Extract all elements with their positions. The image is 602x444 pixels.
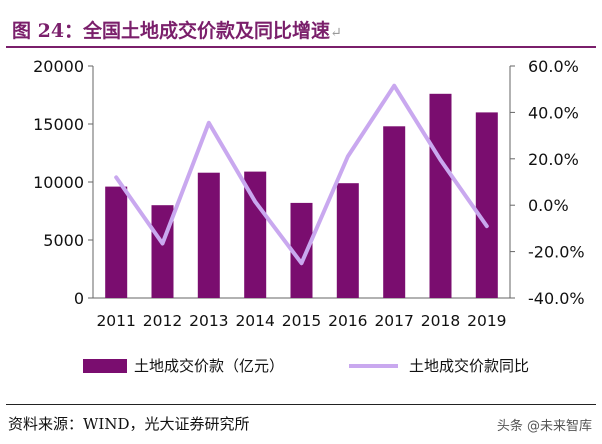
x-tick-label: 2015 [282,312,321,330]
bar [429,93,452,298]
chart-title: 图 24：全国土地成交价款及同比增速↵ [12,20,342,42]
bar [244,171,267,298]
x-tick-label: 2018 [421,312,460,330]
right-tick-label: -20.0% [528,243,585,262]
left-tick-label: 15000 [33,115,84,134]
right-axis-ticks: -40.0% -20.0% 0.0% 20.0% 40.0% 60.0% [510,57,585,308]
left-axis-ticks: 0 5000 10000 15000 20000 [33,57,93,308]
x-tick-label: 2012 [143,312,182,330]
left-tick-label: 10000 [33,173,84,192]
right-tick-label: 20.0% [528,150,579,169]
x-tick-label: 2019 [467,312,506,330]
right-tick-label: 0.0% [528,196,569,215]
bar [336,183,359,298]
bar [105,186,128,298]
left-tick-label: 20000 [33,57,84,76]
left-tick-label: 0 [74,289,84,308]
title-bar: 图 24：全国土地成交价款及同比增速↵ [6,6,596,48]
source-note: 资料来源：WIND，光大证券研究所 [8,415,250,433]
x-tick-label: 2013 [189,312,228,330]
bar-series [105,93,498,299]
watermark: 头条 @未来智库 [496,419,592,434]
left-tick-label: 5000 [43,231,84,250]
bar [383,126,406,298]
x-tick-label: 2017 [374,312,413,330]
x-tick-label: 2011 [96,312,135,330]
x-tick-label: 2014 [235,312,274,330]
legend: 土地成交价款（亿元） 土地成交价款同比 [83,357,529,375]
right-tick-label: 60.0% [528,57,579,76]
growth-line [114,83,489,266]
chart-area: 0 5000 10000 15000 20000 -40.0% -20.0% 0.0% 20.… [33,57,585,375]
legend-bar-swatch [83,359,127,373]
x-axis-ticks: 2011 2012 2013 2014 2015 2016 2017 2018 2019 [96,312,506,330]
source-bar: 资料来源：WIND，光大证券研究所 头条 @未来智库 [6,404,596,439]
bar [290,202,313,298]
bar [475,112,498,299]
right-tick-label: -40.0% [528,289,585,308]
legend-bar-label: 土地成交价款（亿元） [134,357,284,375]
x-tick-label: 2016 [328,312,367,330]
right-tick-label: 40.0% [528,103,579,122]
legend-line-label: 土地成交价款同比 [409,357,529,375]
bar [197,172,220,298]
